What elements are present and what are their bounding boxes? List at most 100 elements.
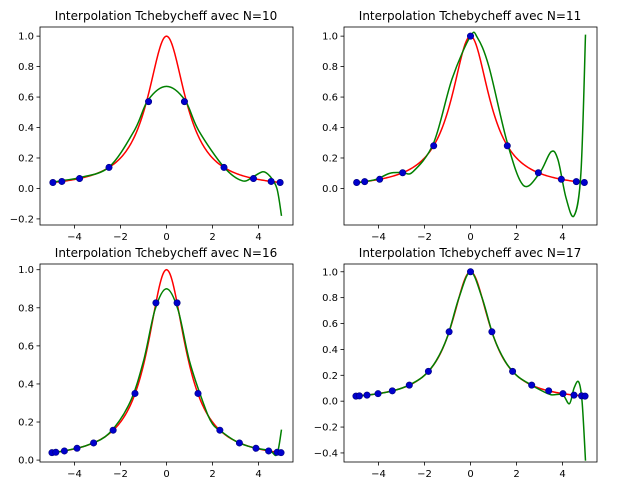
x-tick-label: −2: [417, 469, 432, 480]
function-curve: [355, 35, 586, 184]
x-tick-label: −2: [113, 469, 128, 480]
interpolation-node: [581, 392, 589, 400]
y-tick-label: 0.4: [322, 345, 338, 356]
y-tick-label: 0.6: [322, 319, 338, 330]
y-tick-label: −0.2: [314, 423, 338, 434]
y-tick-label: 0.0: [18, 184, 34, 195]
axes-frame: [343, 263, 598, 463]
y-tick-label: 0.8: [322, 293, 338, 304]
y-tick-label: 1.0: [18, 265, 34, 276]
interpolation-node: [58, 177, 66, 185]
interpolant-curve: [51, 85, 283, 216]
axes-frame: [39, 263, 294, 463]
interpolation-node: [361, 178, 369, 186]
interpolation-node: [152, 299, 160, 307]
interpolation-node: [60, 447, 68, 455]
plot-area: −4 −2 0 2 4 0.0 0.2 0.4 0.6 0.8 1.0: [18, 263, 294, 480]
interpolation-node: [388, 387, 396, 395]
y-tick-label: 0.8: [18, 62, 34, 73]
x-tick-label: −4: [371, 469, 386, 480]
interpolation-node: [145, 98, 153, 106]
y-tick-label: 0.4: [18, 123, 34, 134]
interpolation-node: [109, 426, 117, 434]
subplot-title: Interpolation Tchebycheff avec N=16: [55, 246, 277, 260]
interpolation-node: [572, 178, 580, 186]
interpolation-node: [557, 175, 565, 183]
function-curve: [51, 35, 282, 184]
x-tick-label: 0: [467, 232, 473, 243]
x-tick-label: 4: [255, 469, 261, 480]
interpolation-node: [353, 179, 361, 187]
y-tick-label: 0.6: [18, 93, 34, 104]
axes-frame: [343, 26, 598, 226]
interpolation-node: [131, 389, 139, 397]
y-tick-label: 0.2: [18, 153, 34, 164]
interpolation-node: [363, 391, 371, 399]
interpolation-node: [267, 177, 275, 185]
x-tick-label: 4: [255, 232, 261, 243]
y-tick-label: 0.2: [322, 371, 338, 382]
interpolation-node: [249, 175, 257, 183]
subplot-n17: Interpolation Tchebycheff avec N=17 −4 −2…: [314, 246, 598, 480]
interpolant-curve: [355, 31, 587, 218]
interpolation-node: [466, 32, 474, 40]
interpolation-node: [488, 328, 496, 336]
interpolation-node: [194, 389, 202, 397]
x-tick-label: 4: [559, 469, 565, 480]
interpolation-node: [399, 169, 407, 177]
series-layer: [355, 31, 587, 218]
y-tick-label: 0.0: [18, 456, 34, 467]
subplot-title: Interpolation Tchebycheff avec N=17: [359, 246, 581, 260]
interpolation-node: [180, 98, 188, 106]
x-tick-label: −4: [67, 232, 82, 243]
interpolant-curve: [355, 271, 587, 461]
interpolation-node: [509, 367, 517, 375]
y-tick-label: 0.2: [18, 418, 34, 429]
interpolation-node: [445, 328, 453, 336]
interpolation-node: [265, 447, 273, 455]
y-tick-label: 0.4: [18, 379, 34, 390]
interpolation-node: [52, 448, 60, 456]
function-curve: [51, 268, 282, 454]
y-tick-label: −0.4: [314, 448, 338, 459]
interpolation-node: [503, 142, 511, 150]
interpolation-node: [76, 175, 84, 183]
x-tick-label: 2: [513, 469, 519, 480]
interpolation-node: [580, 179, 588, 187]
plot-area: −4 −2 0 2 4 0.0 0.2 0.4 0.6 0.8 1.0: [322, 26, 598, 243]
subplot-n16: Interpolation Tchebycheff avec N=16 −4 −2…: [18, 246, 294, 480]
y-tick-label: 0.0: [322, 184, 338, 195]
x-tick-label: 0: [467, 469, 473, 480]
y-tick-label: 0.8: [18, 303, 34, 314]
interpolation-node: [220, 163, 228, 171]
interpolation-node: [277, 449, 285, 457]
interpolation-node: [374, 390, 382, 398]
interpolation-node: [355, 392, 363, 400]
y-tick-label: 0.4: [322, 123, 338, 134]
x-tick-label: −2: [417, 232, 432, 243]
interpolation-node: [534, 169, 542, 177]
x-tick-label: −2: [113, 232, 128, 243]
interpolation-node: [528, 381, 536, 389]
subplot-n10: Interpolation Tchebycheff avec N=10 −4 −2…: [10, 9, 294, 243]
interpolant-curve: [51, 287, 283, 457]
interpolation-node: [466, 268, 474, 276]
interpolation-node: [276, 179, 284, 187]
y-tick-label: 0.6: [18, 341, 34, 352]
series-layer: [355, 270, 587, 461]
x-tick-label: −4: [67, 469, 82, 480]
x-tick-label: −4: [371, 232, 386, 243]
function-curve: [355, 270, 586, 397]
y-tick-label: 1.0: [322, 267, 338, 278]
y-tick-label: 1.0: [18, 32, 34, 43]
interpolation-node: [570, 391, 578, 399]
interpolation-node: [545, 387, 553, 395]
y-tick-label: 0.0: [322, 397, 338, 408]
x-tick-label: 2: [209, 232, 215, 243]
series-layer: [51, 268, 283, 457]
y-tick-label: 0.2: [322, 153, 338, 164]
y-tick-label: 0.8: [322, 62, 338, 73]
interpolation-node: [559, 390, 567, 398]
x-tick-label: 4: [559, 232, 565, 243]
